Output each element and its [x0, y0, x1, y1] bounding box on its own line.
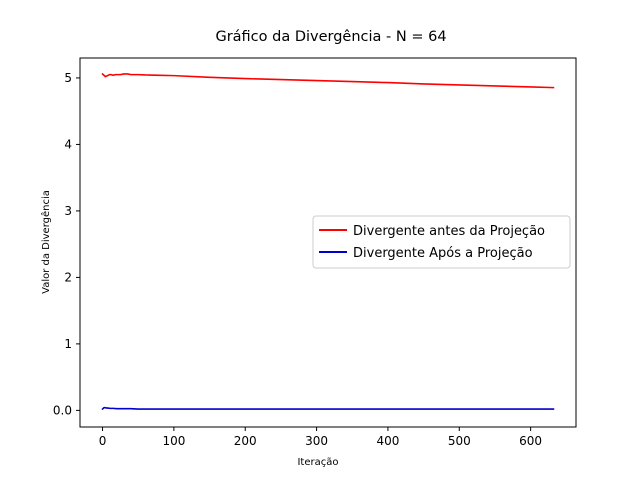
legend-label-after-projection: Divergente Após a Projeção [353, 246, 533, 261]
x-tick-label: 0 [99, 434, 107, 448]
x-axis-ticks: 0 100 200 300 400 500 600 [99, 427, 542, 448]
chart-title: Gráfico da Divergência - N = 64 [215, 29, 446, 45]
y-tick-label: 0.0 [53, 403, 72, 417]
y-tick-label: 3 [64, 204, 72, 218]
y-tick-label: 2 [64, 270, 72, 284]
x-axis-label: Iteração [297, 457, 338, 468]
y-tick-label: 5 [64, 71, 72, 85]
y-tick-label: 4 [64, 137, 72, 151]
y-axis-ticks: 0.0 1 2 3 4 5 [53, 71, 80, 417]
y-axis-label: Valor da Divergência [40, 190, 52, 294]
x-tick-label: 600 [519, 434, 542, 448]
legend-frame [312, 215, 571, 269]
x-tick-label: 300 [305, 434, 328, 448]
plot-area-frame [79, 57, 577, 428]
x-tick-label: 400 [376, 434, 399, 448]
x-tick-label: 500 [448, 434, 471, 448]
x-tick-label: 200 [234, 434, 257, 448]
series-line-after-projection [101, 406, 555, 411]
legend: Divergente antes da Projeção Divergente … [312, 215, 571, 269]
series-line-before-projection [101, 72, 555, 89]
legend-label-before-projection: Divergente antes da Projeção [353, 224, 545, 239]
x-tick-label: 100 [162, 434, 185, 448]
y-tick-label: 1 [64, 337, 72, 351]
series-layer [101, 72, 555, 411]
